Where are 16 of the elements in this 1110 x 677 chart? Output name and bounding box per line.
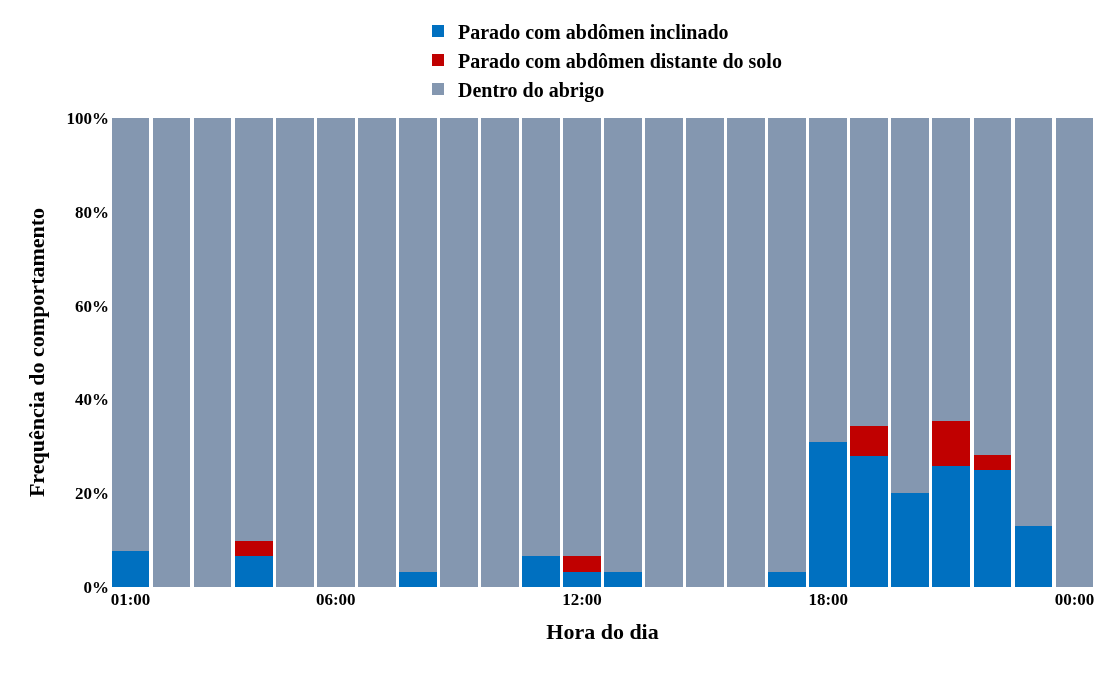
x-tick-label: 12:00 — [562, 590, 602, 609]
x-tick-label: 18:00 — [808, 590, 849, 609]
y-tick-label: 0% — [83, 577, 109, 597]
y-tick-label: 100% — [66, 108, 109, 128]
y-tick-label: 60% — [75, 296, 109, 316]
legend-label: Dentro do abrigo — [458, 78, 605, 102]
legend-label: Parado com abdômen distante do solo — [458, 49, 782, 72]
x-tick-label: 06:00 — [315, 590, 356, 609]
x-tick-label: 00:00 — [1054, 590, 1095, 609]
y-tick-label: 80% — [75, 202, 109, 222]
y-tick-label: 40% — [75, 390, 109, 410]
x-tick-label: 01:00 — [110, 590, 151, 609]
legend-label: Parado com abdômen inclinado — [458, 20, 729, 43]
y-tick-label: 20% — [75, 484, 109, 504]
y-axis-title: Frequência do comportamento — [24, 207, 50, 498]
x-axis-title: Hora do dia — [546, 618, 659, 644]
